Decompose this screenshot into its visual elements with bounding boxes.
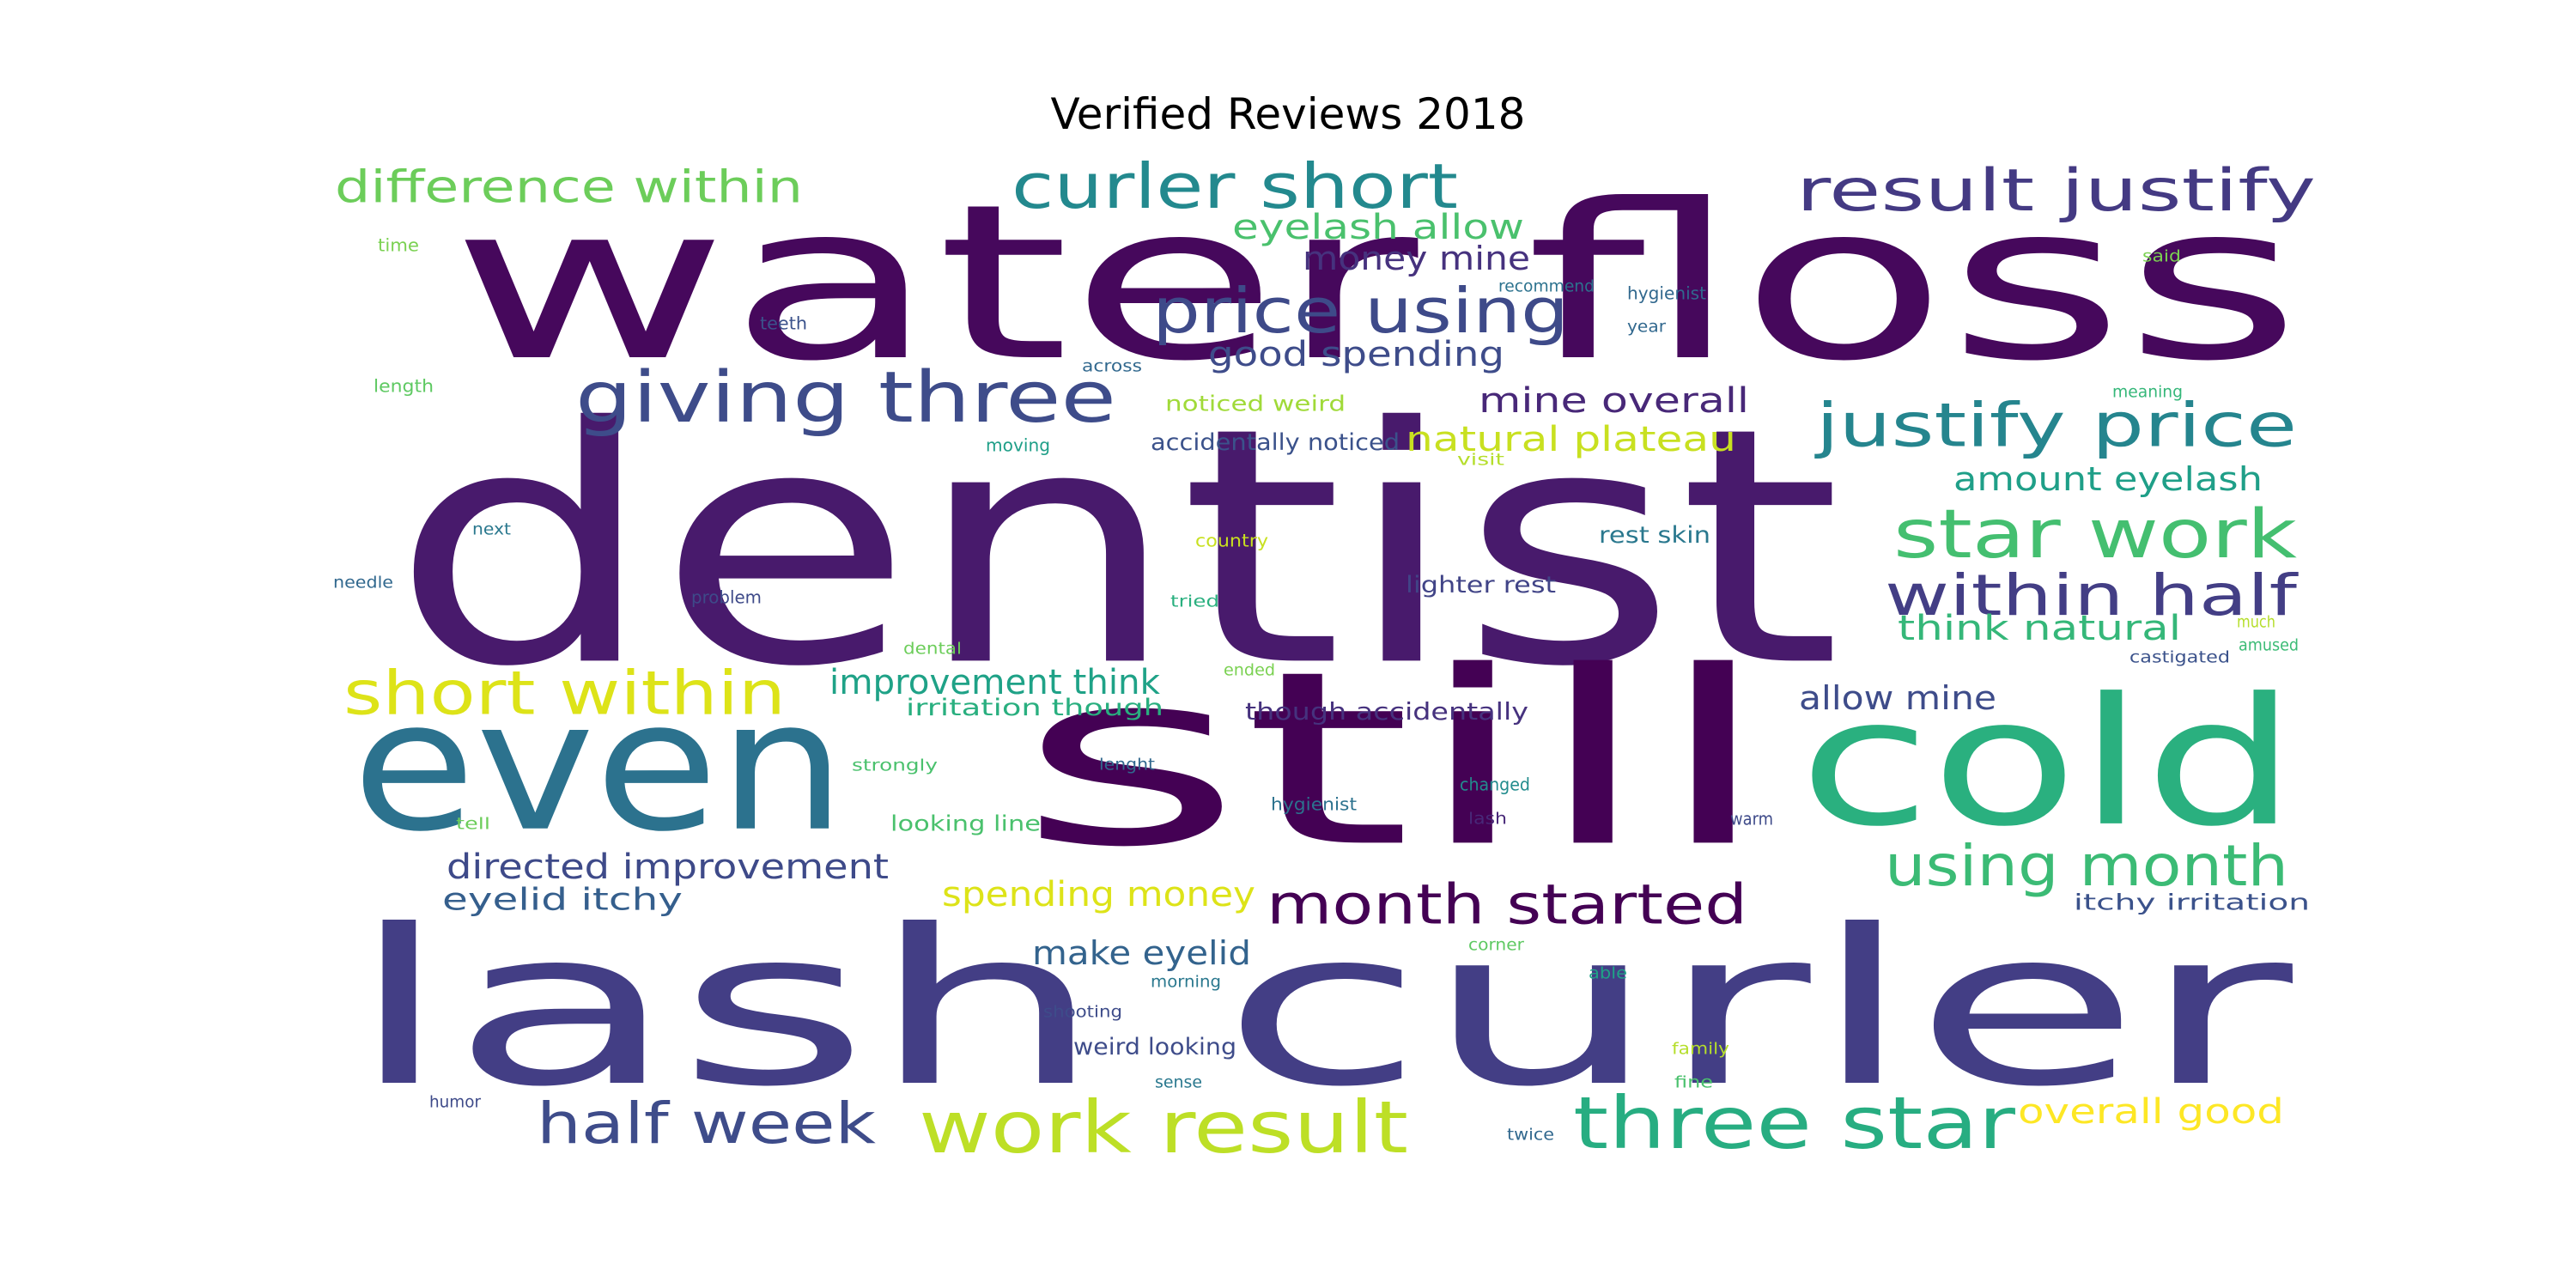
cloud-word: overall good: [2018, 1092, 2284, 1133]
cloud-word: water floss: [451, 158, 2302, 408]
cloud-word: recommend: [1498, 276, 1595, 296]
cloud-word: curler short: [1012, 149, 1459, 222]
cloud-word: weird looking: [1073, 1033, 1236, 1060]
cloud-word: lighter rest: [1406, 571, 1557, 598]
cloud-word: month started: [1267, 873, 1747, 938]
cloud-word: much: [2237, 612, 2275, 632]
cloud-word: think natural: [1898, 609, 2182, 649]
cloud-word: ended: [1224, 660, 1275, 680]
cloud-word: using month: [1885, 832, 2288, 899]
cloud-word: meaning: [2112, 382, 2183, 402]
cloud-word: length: [374, 375, 434, 397]
cloud-word: itchy irritation: [2074, 890, 2311, 916]
cloud-word: price using: [1152, 274, 1569, 347]
cloud-word: needle: [333, 573, 394, 592]
cloud-word: justify price: [1816, 390, 2297, 461]
cloud-word: still: [1018, 620, 1773, 901]
cloud-word: said: [2142, 246, 2182, 266]
cloud-word: spending money: [942, 875, 1255, 915]
cloud-word: good spending: [1208, 335, 1505, 375]
cloud-word: amount eyelash: [1953, 459, 2263, 498]
cloud-word: hygienist: [1271, 793, 1358, 815]
cloud-word: strongly: [852, 756, 938, 775]
cloud-word: dental: [903, 639, 963, 659]
cloud-word: directed improvement: [447, 848, 890, 888]
cloud-word: lash: [1468, 809, 1508, 829]
cloud-word: star work: [1893, 496, 2297, 574]
cloud-word: corner: [1468, 935, 1524, 955]
cloud-word: country: [1195, 530, 1268, 551]
cloud-word: short within: [343, 658, 787, 729]
cloud-word: eyelash allow: [1232, 208, 1525, 248]
cloud-word: noticed weird: [1165, 391, 1346, 416]
cloud-word: looking line: [890, 811, 1042, 836]
cloud-word: result justify: [1796, 157, 2316, 226]
cloud-word: make eyelid: [1032, 933, 1251, 972]
cloud-word: shooting: [1043, 1002, 1122, 1022]
cloud-word: humor: [429, 1092, 482, 1112]
cloud-word: twice: [1507, 1125, 1554, 1145]
cloud-word: three star: [1573, 1081, 2016, 1166]
cloud-word: natural plateau: [1406, 420, 1736, 460]
cloud-word: cold: [1799, 660, 2297, 866]
cloud-word: sense: [1155, 1072, 1202, 1092]
cloud-word: accidentally noticed: [1151, 428, 1400, 456]
cloud-word: visit: [1457, 450, 1504, 470]
cloud-word: money mine: [1303, 239, 1530, 277]
cloud-word: giving three: [575, 356, 1116, 439]
cloud-word: though accidentally: [1245, 697, 1528, 726]
cloud-word: dentist: [391, 357, 1842, 738]
cloud-word: warm: [1730, 808, 1774, 829]
cloud-word: improvement think: [829, 663, 1160, 703]
cloud-word: problem: [691, 586, 762, 608]
cloud-word: time: [378, 234, 419, 256]
cloud-word: lenght: [1099, 755, 1156, 775]
cloud-word: mine overall: [1479, 381, 1750, 422]
cloud-word: teeth: [760, 313, 807, 334]
cloud-word: moving: [986, 434, 1050, 456]
cloud-word: next: [472, 519, 511, 539]
cloud-word: morning: [1151, 972, 1222, 992]
cloud-word: eyelid itchy: [442, 882, 683, 918]
cloud-word: across: [1082, 356, 1142, 376]
cloud-word: castigated: [2129, 647, 2230, 667]
cloud-word: work result: [919, 1085, 1408, 1170]
cloud-word: even: [352, 660, 846, 872]
cloud-word: rest skin: [1599, 521, 1711, 549]
cloud-word: half week: [537, 1090, 877, 1157]
cloud-word: able: [1589, 963, 1627, 983]
cloud-word: family: [1672, 1039, 1729, 1059]
cloud-word: year: [1627, 317, 1667, 337]
cloud-word: fine: [1674, 1072, 1714, 1092]
cloud-word: within half: [1885, 562, 2298, 629]
cloud-word: changed: [1460, 774, 1530, 795]
cloud-word: allow mine: [1799, 678, 1997, 717]
page-title: Verified Reviews 2018: [1050, 89, 1526, 139]
cloud-word: hygienist: [1627, 283, 1707, 304]
cloud-word: amused: [2239, 635, 2300, 655]
cloud-word: tried: [1170, 592, 1220, 611]
cloud-word: lash curler: [348, 884, 2293, 1133]
cloud-word: irritation though: [906, 694, 1164, 721]
cloud-word: tell: [456, 814, 491, 834]
cloud-word: difference within: [335, 161, 803, 214]
